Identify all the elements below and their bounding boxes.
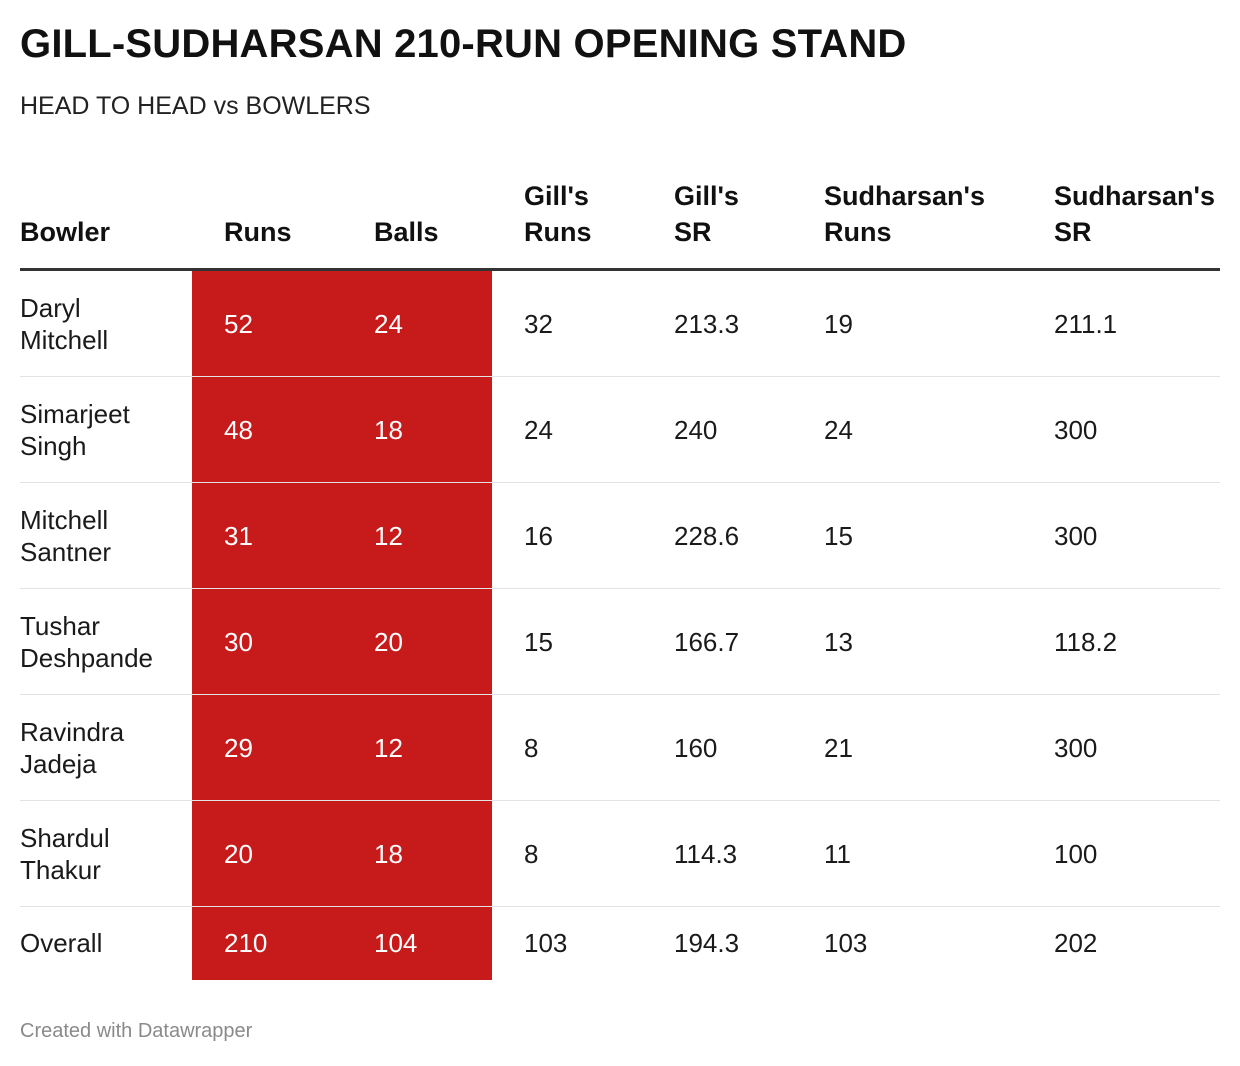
- cell-gills-sr: 228.6: [674, 520, 740, 551]
- table-header: Bowler Runs Balls Gill's Runs Gill's SR …: [20, 160, 1220, 271]
- cell-bowler: Tushar Deshpande: [20, 610, 153, 673]
- cell-bowler: Shardul Thakur: [20, 822, 110, 885]
- table-row: Daryl Mitchell 52 24 32 213.3 19 211.1: [20, 271, 1220, 377]
- cell-sudharsans-runs: 15: [824, 520, 853, 551]
- cell-gills-runs: 24: [524, 414, 553, 445]
- cell-sudharsans-sr: 211.1: [1054, 308, 1118, 339]
- table-row: Ravindra Jadeja 29 12 8 160 21 300: [20, 695, 1220, 801]
- cell-bowler: Mitchell Santner: [20, 504, 112, 567]
- credit-footer: Created with Datawrapper: [20, 1020, 253, 1042]
- cell-sudharsans-sr: 118.2: [1054, 626, 1118, 657]
- chart-title: GILL-SUDHARSAN 210-RUN OPENING STAND: [20, 22, 907, 66]
- table-body: Daryl Mitchell 52 24 32 213.3 19 211.1 Simarjee…: [20, 271, 1220, 980]
- data-table: Bowler Runs Balls Gill's Runs Gill's SR …: [20, 160, 1220, 980]
- cell-sudharsans-runs: 13: [824, 626, 853, 657]
- table-row: Shardul Thakur 20 18 8 114.3 11 100: [20, 801, 1220, 907]
- cell-runs: 48: [224, 414, 253, 445]
- cell-gills-sr: 194.3: [674, 928, 740, 958]
- cell-gills-runs: 8: [524, 838, 539, 869]
- cell-sudharsans-runs: 21: [824, 732, 853, 763]
- cell-gills-sr: 166.7: [674, 626, 740, 657]
- cell-bowler: Daryl Mitchell: [20, 292, 109, 355]
- cell-runs: 210: [224, 928, 268, 958]
- cell-sudharsans-sr: 100: [1054, 838, 1098, 869]
- cell-gills-sr: 213.3: [674, 308, 740, 339]
- column-header-gills-runs[interactable]: Gill's Runs: [524, 181, 592, 247]
- cell-balls: 12: [374, 732, 403, 763]
- cell-runs: 29: [224, 732, 253, 763]
- cell-gills-runs: 15: [524, 626, 553, 657]
- cell-runs: 20: [224, 838, 253, 869]
- cell-balls: 24: [374, 308, 403, 339]
- cell-gills-sr: 160: [674, 732, 718, 763]
- cell-sudharsans-runs: 24: [824, 414, 853, 445]
- cell-balls: 20: [374, 626, 403, 657]
- cell-gills-runs: 16: [524, 520, 553, 551]
- cell-gills-runs: 32: [524, 308, 553, 339]
- cell-gills-runs: 8: [524, 732, 539, 763]
- table-row: Overall 210 104 103 194.3 103 202: [20, 907, 1220, 979]
- cell-balls: 18: [374, 838, 403, 869]
- cell-bowler: Simarjeet Singh: [20, 398, 130, 461]
- cell-balls: 104: [374, 928, 418, 958]
- cell-gills-runs: 103: [524, 928, 568, 958]
- chart-subtitle: HEAD TO HEAD vs BOWLERS: [20, 92, 371, 120]
- table-row: Tushar Deshpande 30 20 15 166.7 13 118.2: [20, 589, 1220, 695]
- cell-gills-sr: 240: [674, 414, 718, 445]
- cell-gills-sr: 114.3: [674, 838, 738, 869]
- cell-runs: 31: [224, 520, 253, 551]
- cell-sudharsans-runs: 19: [824, 308, 853, 339]
- column-header-sudharsans-sr[interactable]: Sudharsan's SR: [1054, 181, 1215, 247]
- cell-bowler: Ravindra Jadeja: [20, 716, 125, 779]
- column-header-gills-sr[interactable]: Gill's SR: [674, 181, 739, 247]
- column-header-bowler[interactable]: Bowler: [20, 217, 111, 247]
- cell-bowler: Overall: [20, 928, 103, 958]
- column-header-balls[interactable]: Balls: [374, 217, 439, 247]
- column-header-runs[interactable]: Runs: [224, 217, 292, 247]
- cell-balls: 12: [374, 520, 403, 551]
- cell-sudharsans-runs: 103: [824, 928, 868, 958]
- column-header-sudharsans-runs[interactable]: Sudharsan's Runs: [824, 181, 985, 247]
- cell-sudharsans-sr: 300: [1054, 732, 1098, 763]
- cell-sudharsans-runs: 11: [824, 838, 851, 869]
- table-row: Mitchell Santner 31 12 16 228.6 15 300: [20, 483, 1220, 589]
- cell-runs: 52: [224, 308, 253, 339]
- cell-sudharsans-sr: 300: [1054, 414, 1098, 445]
- cell-runs: 30: [224, 626, 253, 657]
- cell-balls: 18: [374, 414, 403, 445]
- table-row: Simarjeet Singh 48 18 24 240 24 300: [20, 377, 1220, 483]
- highlight-column-band: [192, 271, 492, 980]
- cell-sudharsans-sr: 202: [1054, 928, 1098, 958]
- cell-sudharsans-sr: 300: [1054, 520, 1098, 551]
